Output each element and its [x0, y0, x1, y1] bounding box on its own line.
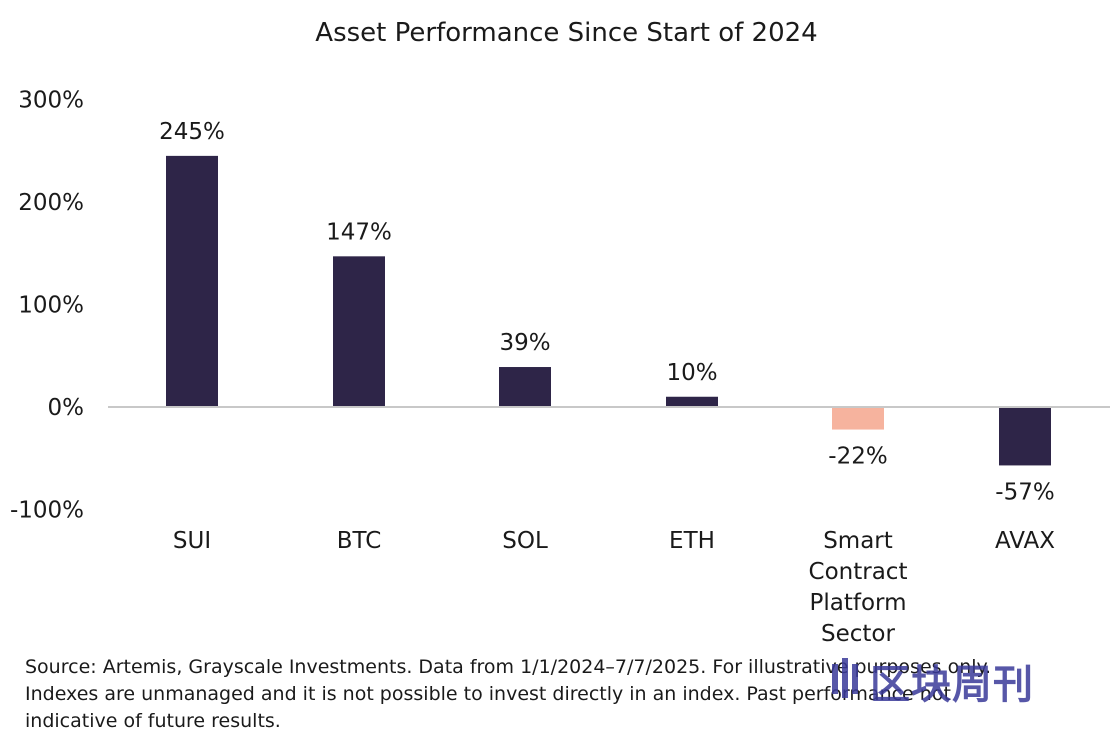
x-tick-label: Smart: [823, 528, 893, 554]
footnote-line-1: Source: Artemis, Grayscale Investments. …: [25, 656, 992, 678]
x-tick-label: Sector: [821, 621, 895, 647]
watermark-logo: 区块周刊: [830, 650, 1100, 708]
bar: [166, 155, 218, 407]
footnote-line-2: Indexes are unmanaged and it is not poss…: [25, 683, 951, 705]
data-label: -22%: [828, 444, 887, 470]
x-tick-label: ETH: [669, 528, 715, 554]
x-tick-label: AVAX: [995, 528, 1055, 554]
data-label: 245%: [159, 119, 225, 145]
watermark-text: 区块周刊: [870, 662, 1034, 708]
y-tick-label: 100%: [18, 293, 84, 319]
bar: [499, 367, 551, 407]
footnote-line-3: indicative of future results.: [25, 710, 281, 732]
bar: [999, 407, 1051, 466]
x-tick-label: Contract: [809, 559, 908, 585]
data-label: 39%: [499, 330, 550, 356]
data-label: 10%: [666, 360, 717, 386]
watermark-bars-icon: [832, 658, 858, 698]
y-tick-label: -100%: [10, 498, 84, 524]
x-tick-label: SOL: [502, 528, 548, 554]
y-tick-label: 200%: [18, 190, 84, 216]
x-tick-label: SUI: [173, 528, 211, 554]
x-tick-label: BTC: [337, 528, 382, 554]
source-footnote: Source: Artemis, Grayscale Investments. …: [25, 654, 1105, 735]
y-tick-label: 300%: [18, 88, 84, 114]
bar-chart: 300% 200% 100% 0% -100% 245% 147% 39% 10% -22% -57…: [10, 88, 1110, 647]
chart-title: Asset Performance Since Start of 2024: [315, 18, 818, 48]
x-tick-label: Platform: [810, 590, 907, 616]
data-label: 147%: [326, 219, 392, 245]
data-label: -57%: [995, 479, 1054, 505]
bar: [666, 396, 718, 407]
bar: [333, 256, 385, 407]
y-tick-label: 0%: [48, 395, 85, 421]
bar: [832, 407, 884, 430]
